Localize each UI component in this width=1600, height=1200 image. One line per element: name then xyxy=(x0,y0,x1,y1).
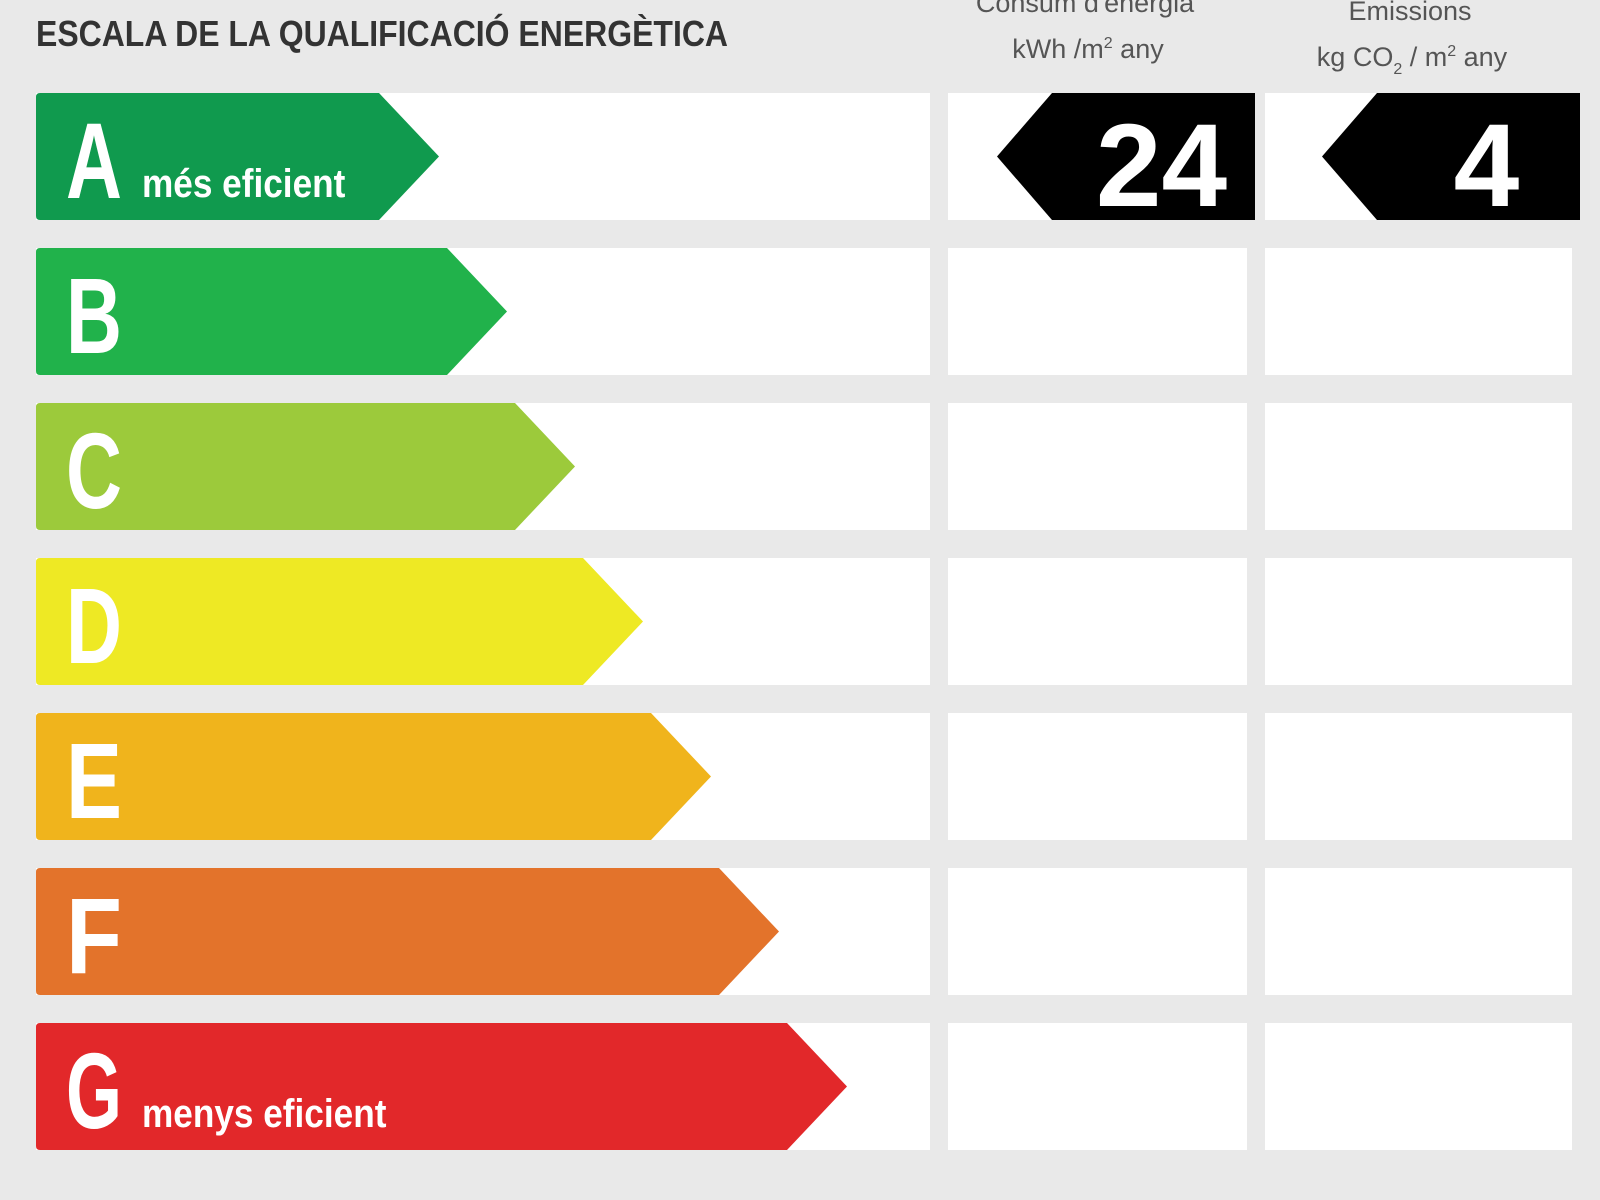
rating-letter: A xyxy=(66,100,122,221)
emissions-cell xyxy=(1265,558,1572,685)
rating-letter: E xyxy=(66,720,122,841)
unit-sup: 2 xyxy=(1104,35,1113,52)
energy-unit: kWh /m2 any xyxy=(1012,34,1164,64)
rating-letter: B xyxy=(66,255,122,376)
rating-letter: D xyxy=(66,565,122,686)
rating-arrow xyxy=(36,403,575,530)
energy-cell xyxy=(948,713,1247,840)
emissions-cell xyxy=(1265,248,1572,375)
rating-arrow xyxy=(36,93,439,220)
emissions-tag xyxy=(1322,93,1580,220)
unit-part: any xyxy=(1456,42,1508,72)
emissions-cell xyxy=(1265,1023,1572,1150)
energy-cell xyxy=(948,868,1247,995)
title: ESCALA DE LA QUALIFICACIÓ ENERGÈTICA xyxy=(36,12,728,54)
unit-part: kWh /m xyxy=(1012,34,1104,64)
rating-letter: G xyxy=(66,1030,122,1151)
emissions-unit: kg CO2 / m2 any xyxy=(1317,42,1508,78)
unit-sub: 2 xyxy=(1393,61,1402,78)
rating-label: més eficient xyxy=(142,161,346,206)
rating-letter: F xyxy=(66,875,122,996)
energy-tag xyxy=(997,93,1255,220)
unit-part: kg CO xyxy=(1317,42,1394,72)
unit-part: any xyxy=(1113,34,1165,64)
emissions-cell xyxy=(1265,403,1572,530)
rating-arrow xyxy=(36,558,643,685)
rating-arrow xyxy=(36,713,711,840)
energy-cell xyxy=(948,1023,1247,1150)
emissions-cell xyxy=(1265,713,1572,840)
energy-heading: Consum d'energia xyxy=(976,0,1195,18)
emissions-heading: Emissions xyxy=(1348,0,1471,26)
energy-cell xyxy=(948,248,1247,375)
rating-arrow xyxy=(36,868,779,995)
rating-label: menys eficient xyxy=(142,1091,387,1136)
rating-letter: C xyxy=(66,410,122,531)
rating-arrow xyxy=(36,248,507,375)
energy-value: 24 xyxy=(1096,100,1227,232)
energy-cell xyxy=(948,403,1247,530)
emissions-value: 4 xyxy=(1454,100,1520,232)
energy-cell xyxy=(948,558,1247,685)
unit-part: / m xyxy=(1402,42,1447,72)
emissions-cell xyxy=(1265,868,1572,995)
rating-arrow xyxy=(36,1023,847,1150)
unit-sup: 2 xyxy=(1447,43,1456,60)
